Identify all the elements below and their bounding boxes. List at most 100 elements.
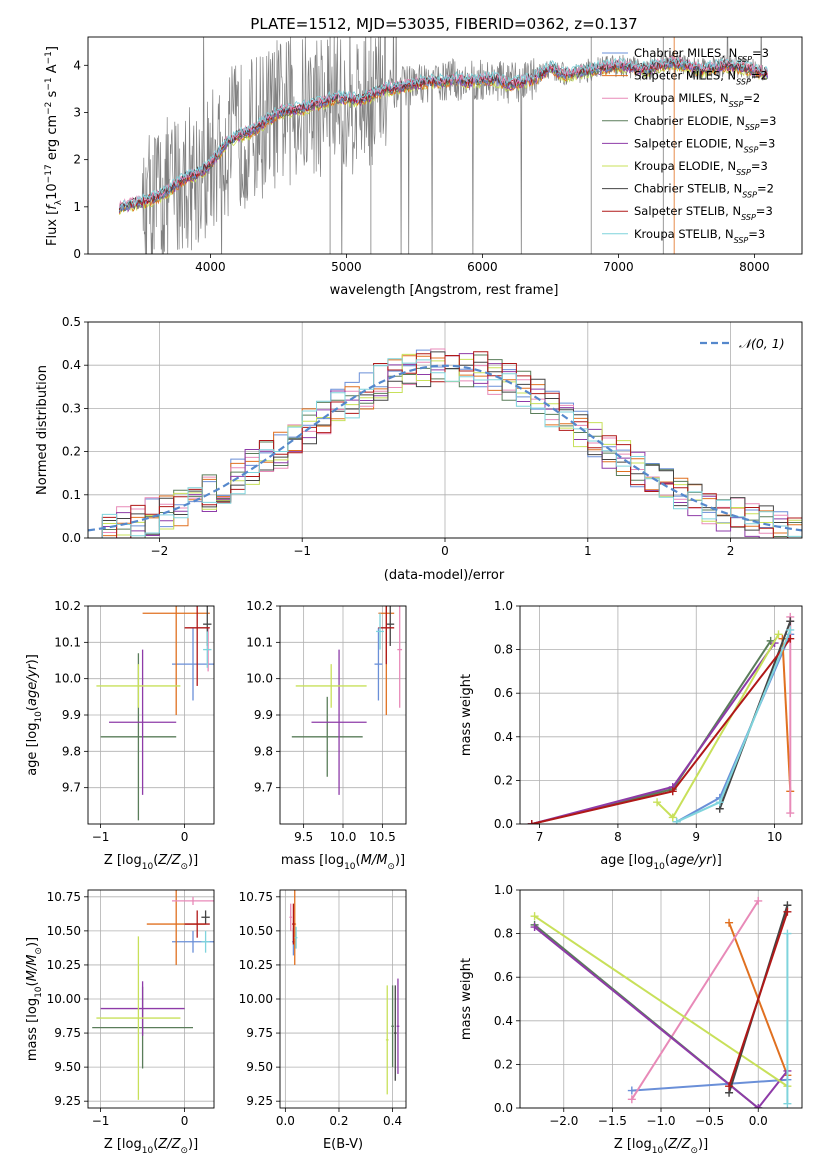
axes-frame bbox=[87, 36, 803, 255]
legend-entry: Chabrier ELODIE, NSSP=3 bbox=[634, 114, 776, 132]
legend-ssp-subscript: SSP bbox=[734, 235, 749, 244]
legend-text-sep: , N bbox=[728, 136, 744, 150]
label-part: ⊙ bbox=[34, 947, 44, 955]
x-tick-label: 10.5 bbox=[369, 830, 396, 844]
age-vs-mass-panel: 9.5 10.0 10.5 9.7 9.8 9.9 10.0 10.1 10.2 mass [lo… bbox=[246, 599, 407, 872]
label-part: ⊙ bbox=[690, 1146, 698, 1156]
label-part: )] bbox=[698, 1137, 708, 1152]
label-part: −1 bbox=[44, 51, 54, 64]
legend-ssp-subscript: SSP bbox=[741, 213, 756, 222]
label-part: age [log bbox=[25, 723, 40, 776]
y-tick-label: 2 bbox=[73, 153, 81, 167]
x-axis-label: mass [log10(M/M⊙)] bbox=[281, 853, 405, 872]
mass-weight-marker bbox=[668, 813, 677, 822]
plot-area bbox=[289, 890, 400, 1095]
legend-nssp: 3 bbox=[760, 159, 767, 173]
y-tick-label: 9.9 bbox=[62, 708, 81, 722]
label-part: Z [log bbox=[614, 1137, 652, 1152]
x-tick-label: 0.2 bbox=[329, 1114, 348, 1128]
y-tick-label: 0.2 bbox=[494, 773, 513, 787]
mass-weight-marker bbox=[530, 923, 539, 932]
label-part: Z [log bbox=[104, 1137, 142, 1152]
y-tick-label: 1.0 bbox=[494, 883, 513, 897]
x-tick-label: −1 bbox=[92, 1114, 110, 1128]
model-spectrum-line bbox=[119, 57, 769, 208]
label-part: )] bbox=[712, 853, 722, 868]
y-tick-label: 9.50 bbox=[246, 1060, 273, 1074]
legend-entry: Chabrier STELIB, NSSP=2 bbox=[634, 182, 774, 200]
label-part: 10 bbox=[344, 862, 356, 872]
x-tick-label: 4000 bbox=[195, 260, 226, 274]
y-tick-label: 0.8 bbox=[494, 927, 513, 941]
legend-ssp-subscript: SSP bbox=[736, 168, 751, 177]
legend-entry: Salpeter ELODIE, NSSP=3 bbox=[634, 136, 775, 154]
y-tick-label: 9.8 bbox=[254, 744, 273, 758]
y-tick-label: 10.0 bbox=[246, 672, 273, 686]
legend-nssp: 3 bbox=[762, 46, 769, 60]
legend-text-eq: = bbox=[752, 46, 762, 60]
y-axis-label: Flux [fλ10−17 erg cm−2 s−1 A−1] bbox=[44, 46, 64, 246]
label-part: ( bbox=[25, 706, 40, 711]
y-tick-label: 9.7 bbox=[62, 781, 81, 795]
y-tick-label: 9.9 bbox=[254, 708, 273, 722]
y-axis-label: mass weight bbox=[459, 674, 474, 756]
legend-text-sep: , N bbox=[718, 227, 734, 241]
label-part: Z/Z bbox=[157, 853, 181, 868]
mass-weight-marker bbox=[786, 617, 795, 626]
legend-text-sep: , N bbox=[729, 114, 745, 128]
plot-area bbox=[92, 890, 214, 1100]
x-tick-label: 0 bbox=[181, 830, 189, 844]
legend-imf: Kroupa bbox=[634, 227, 675, 241]
y-tick-label: 0.8 bbox=[494, 643, 513, 657]
label-part: erg cm bbox=[45, 115, 60, 164]
y-tick-label: 0.1 bbox=[62, 488, 81, 502]
plot-area bbox=[291, 606, 403, 795]
y-tick-label: 9.7 bbox=[254, 781, 273, 795]
y-tick-label: 0.6 bbox=[494, 970, 513, 984]
legend-text-eq: = bbox=[743, 91, 753, 105]
y-tick-label: 0.4 bbox=[494, 1014, 513, 1028]
label-part: mass [log bbox=[281, 853, 344, 868]
label-part: −17 bbox=[44, 164, 54, 183]
legend-entry: Salpeter STELIB, NSSP=3 bbox=[634, 204, 773, 222]
legend-nssp: 2 bbox=[767, 182, 774, 196]
mass-weight-marker bbox=[754, 1104, 763, 1108]
legend-text-eq: = bbox=[760, 114, 770, 128]
x-tick-label: 0.0 bbox=[276, 1114, 295, 1128]
legend-lib: ELODIE bbox=[687, 114, 729, 128]
y-tick-label: 0 bbox=[73, 247, 81, 261]
legend-ssp-subscript: SSP bbox=[745, 122, 760, 131]
normal-pdf-curve bbox=[88, 364, 802, 532]
label-part: 10 bbox=[652, 1146, 664, 1156]
legend-entry: 𝒩(0, 1) bbox=[739, 336, 785, 351]
plot-area bbox=[118, 37, 769, 254]
legend-lib: ELODIE bbox=[678, 159, 720, 173]
mass-weight-marker bbox=[774, 630, 783, 639]
label-part: mass [log bbox=[25, 998, 40, 1061]
y-tick-label: 1 bbox=[73, 200, 81, 214]
x-tick-label: 6000 bbox=[467, 260, 498, 274]
axes-frame bbox=[519, 605, 803, 825]
legend-lib: STELIB bbox=[678, 227, 717, 241]
legend-ssp-subscript: SSP bbox=[729, 100, 744, 109]
label-part: )] bbox=[25, 937, 40, 947]
y-tick-label: 0.5 bbox=[62, 315, 81, 329]
x-tick-label: −1 bbox=[92, 830, 110, 844]
mass-weight-marker bbox=[527, 820, 536, 824]
label-part: 10 bbox=[45, 183, 60, 200]
legend-ssp-subscript: SSP bbox=[737, 55, 752, 64]
legend-text-sep: , N bbox=[713, 91, 729, 105]
mass-weight-marker bbox=[786, 809, 795, 818]
y-tick-label: 0.2 bbox=[494, 1057, 513, 1071]
mass-weight-marker bbox=[725, 918, 734, 927]
y-tick-label: 10.50 bbox=[239, 924, 273, 938]
age-vs-metallicity-panel: −1 09.79.89.910.010.110.2Z [log10(Z/Z⊙)]a… bbox=[25, 599, 215, 872]
x-axis-label: (data-model)/error bbox=[384, 568, 505, 583]
label-part: ⊙ bbox=[180, 862, 188, 872]
mass-weight-line bbox=[728, 911, 789, 1087]
y-tick-label: 9.8 bbox=[62, 744, 81, 758]
legend-text-eq: = bbox=[751, 159, 761, 173]
legend-nssp: 2 bbox=[753, 91, 760, 105]
label-part: age/yr bbox=[670, 853, 713, 868]
